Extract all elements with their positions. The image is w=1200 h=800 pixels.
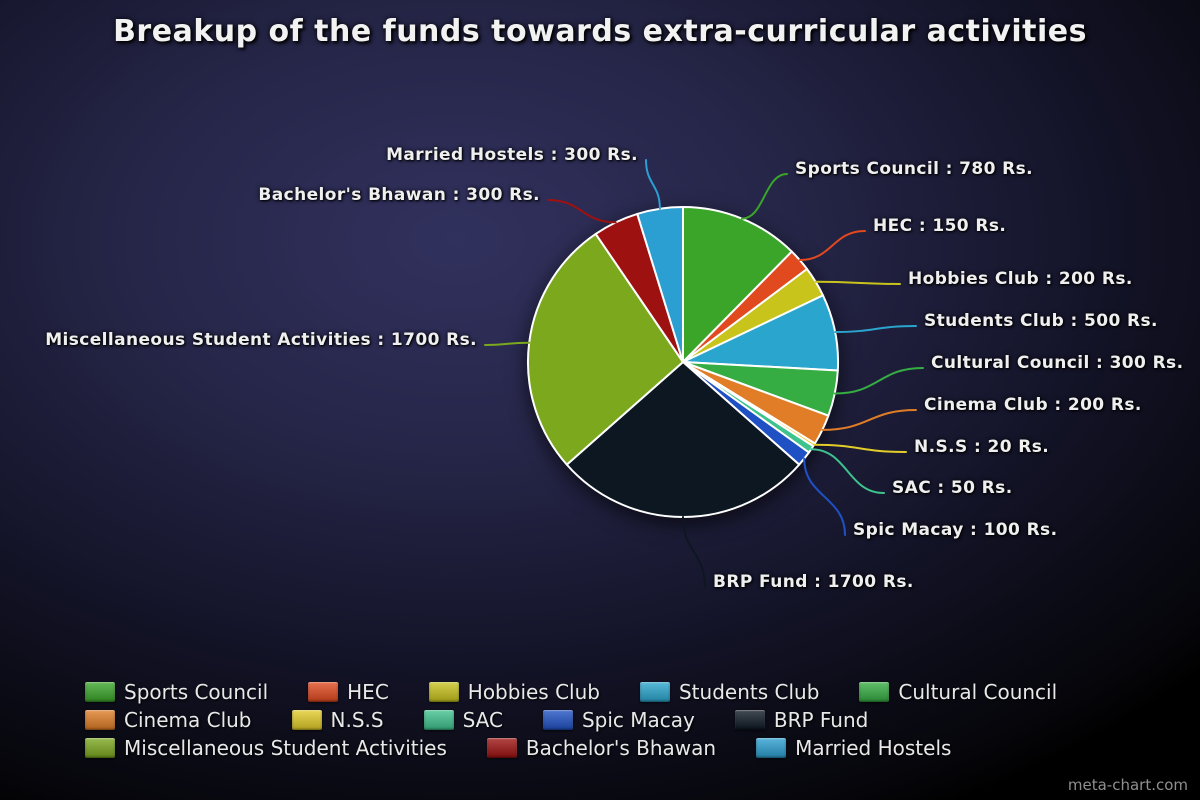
legend-label: Hobbies Club — [467, 680, 600, 704]
leader-line-hec — [798, 230, 866, 261]
slice-label-brp-fund: BRP Fund : 1700 Rs. — [713, 572, 914, 592]
legend-label: N.S.S — [330, 708, 384, 732]
watermark: meta-chart.com — [1067, 776, 1188, 794]
leader-line-miscellaneous-student-activities — [484, 341, 531, 346]
leader-line-married-hostels — [645, 159, 661, 210]
slice-label-cultural-council: Cultural Council : 300 Rs. — [931, 353, 1184, 373]
legend-swatch-bachelor-s-bhawan — [486, 738, 517, 758]
legend-item-students-club: Students Club — [639, 680, 820, 704]
legend-swatch-married-hostels — [756, 738, 787, 758]
legend-swatch-brp-fund — [734, 710, 765, 730]
legend-label: Married Hostels — [795, 736, 952, 760]
slice-label-miscellaneous-student-activities: Miscellaneous Student Activities : 1700 … — [45, 330, 477, 350]
slice-label-bachelor-s-bhawan: Bachelor's Bhawan : 300 Rs. — [258, 185, 540, 205]
leader-line-hobbies-club — [814, 280, 901, 285]
legend-swatch-miscellaneous-student-activities — [85, 738, 115, 758]
legend: Sports Council HEC Hobbies Club Students Cl… — [85, 678, 1165, 762]
legend-item-sports-council: Sports Council — [85, 680, 268, 704]
leader-line-cultural-council — [833, 367, 924, 395]
legend-label: SAC — [462, 708, 503, 732]
legend-swatch-hec — [308, 682, 339, 702]
legend-swatch-n-s-s — [291, 710, 322, 730]
slice-label-married-hostels: Married Hostels : 300 Rs. — [386, 145, 638, 165]
leader-line-bachelor-s-bhawan — [547, 199, 617, 224]
legend-swatch-hobbies-club — [428, 682, 459, 702]
legend-item-n-s-s: N.S.S — [291, 708, 384, 732]
legend-label: BRP Fund — [773, 708, 869, 732]
pie-slices — [526, 206, 840, 519]
leader-line-sports-council — [740, 173, 788, 220]
legend-label: Bachelor's Bhawan — [525, 736, 717, 760]
legend-label: Sports Council — [124, 680, 269, 704]
legend-label: Students Club — [678, 680, 820, 704]
leader-line-spic-macay — [803, 457, 846, 536]
legend-item-brp-fund: BRP Fund — [734, 708, 869, 732]
slice-label-n-s-s: N.S.S : 20 Rs. — [914, 437, 1050, 457]
legend-swatch-sac — [423, 710, 454, 730]
leader-line-cinema-club — [821, 409, 917, 431]
leader-line-n-s-s — [813, 443, 907, 453]
legend-item-married-hostels: Married Hostels — [756, 736, 951, 760]
legend-item-hec: HEC — [308, 680, 389, 704]
legend-swatch-cultural-council — [859, 682, 890, 702]
leader-line-students-club — [834, 325, 917, 333]
legend-label: Spic Macay — [581, 708, 695, 732]
legend-label: HEC — [347, 680, 389, 704]
legend-item-sac: SAC — [423, 708, 503, 732]
legend-label: Cultural Council — [898, 680, 1058, 704]
legend-row: Sports Council HEC Hobbies Club Students Cl… — [85, 678, 1165, 706]
slice-label-hec: HEC : 150 Rs. — [873, 216, 1007, 236]
legend-row: Miscellaneous Student Activities Bachelor… — [85, 734, 1165, 762]
slice-label-sac: SAC : 50 Rs. — [892, 478, 1013, 498]
leader-line-brp-fund — [682, 516, 706, 588]
legend-swatch-students-club — [639, 682, 670, 702]
slice-label-hobbies-club: Hobbies Club : 200 Rs. — [908, 269, 1133, 289]
legend-swatch-spic-macay — [542, 710, 573, 730]
leader-line-sac — [810, 448, 885, 494]
legend-item-miscellaneous-student-activities: Miscellaneous Student Activities — [85, 736, 447, 760]
slice-label-students-club: Students Club : 500 Rs. — [924, 311, 1158, 331]
legend-item-cinema-club: Cinema Club — [85, 708, 252, 732]
slice-label-spic-macay: Spic Macay : 100 Rs. — [853, 520, 1058, 540]
legend-item-bachelor-s-bhawan: Bachelor's Bhawan — [486, 736, 717, 760]
chart-title: Breakup of the funds towards extra-curri… — [113, 14, 1087, 49]
legend-item-spic-macay: Spic Macay — [542, 708, 695, 732]
legend-label: Cinema Club — [124, 708, 252, 732]
legend-item-cultural-council: Cultural Council — [859, 680, 1057, 704]
legend-row: Cinema Club N.S.S SAC Spic Macay BRP Fund — [85, 706, 1165, 734]
slice-label-cinema-club: Cinema Club : 200 Rs. — [924, 395, 1142, 415]
legend-label: Miscellaneous Student Activities — [124, 736, 447, 760]
legend-swatch-cinema-club — [85, 710, 115, 730]
legend-item-hobbies-club: Hobbies Club — [428, 680, 600, 704]
slice-label-sports-council: Sports Council : 780 Rs. — [795, 159, 1034, 179]
leader-lines — [484, 159, 924, 588]
legend-swatch-sports-council — [85, 682, 115, 702]
